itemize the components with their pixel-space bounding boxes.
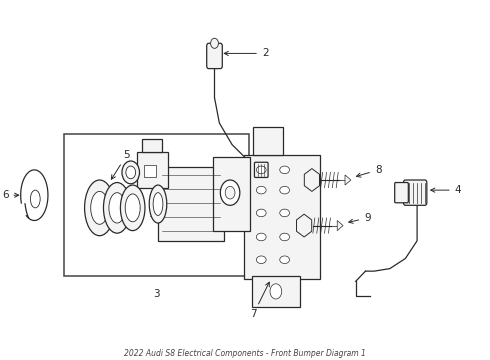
Ellipse shape [256, 256, 266, 264]
Ellipse shape [256, 209, 266, 217]
Ellipse shape [256, 186, 266, 194]
FancyBboxPatch shape [207, 43, 222, 69]
Ellipse shape [256, 233, 266, 241]
Ellipse shape [85, 180, 115, 236]
Ellipse shape [103, 183, 131, 233]
Ellipse shape [125, 194, 140, 222]
Ellipse shape [280, 166, 290, 174]
Text: 6: 6 [2, 190, 19, 200]
FancyBboxPatch shape [394, 183, 408, 203]
Polygon shape [345, 175, 351, 185]
FancyBboxPatch shape [253, 127, 283, 155]
Text: 4: 4 [431, 185, 461, 195]
Ellipse shape [149, 185, 167, 223]
Bar [244, 155, 319, 279]
FancyBboxPatch shape [251, 276, 300, 307]
Text: 1: 1 [149, 192, 155, 219]
Text: 2022 Audi S8 Electrical Components - Front Bumper Diagram 1: 2022 Audi S8 Electrical Components - Fro… [124, 349, 366, 358]
Ellipse shape [280, 233, 290, 241]
Text: 3: 3 [153, 289, 159, 299]
Text: 2: 2 [224, 48, 269, 58]
Text: 7: 7 [250, 282, 270, 319]
Text: 9: 9 [349, 213, 371, 223]
Circle shape [211, 38, 219, 48]
Text: 8: 8 [357, 165, 381, 177]
FancyBboxPatch shape [143, 139, 162, 152]
FancyBboxPatch shape [213, 157, 249, 231]
Ellipse shape [256, 166, 266, 174]
FancyBboxPatch shape [158, 167, 224, 241]
Circle shape [270, 284, 282, 299]
Bar [64, 134, 248, 276]
Ellipse shape [91, 192, 108, 224]
Circle shape [225, 186, 235, 199]
Ellipse shape [280, 186, 290, 194]
Ellipse shape [121, 185, 145, 231]
Circle shape [122, 161, 140, 184]
Bar [145, 165, 156, 177]
Text: 5: 5 [111, 150, 130, 179]
Ellipse shape [153, 193, 163, 215]
Polygon shape [296, 214, 312, 237]
FancyBboxPatch shape [403, 180, 427, 205]
Ellipse shape [280, 256, 290, 264]
Ellipse shape [109, 193, 125, 223]
Polygon shape [337, 221, 343, 231]
Polygon shape [304, 168, 319, 192]
FancyBboxPatch shape [254, 162, 268, 177]
Circle shape [220, 180, 240, 205]
FancyBboxPatch shape [137, 152, 168, 188]
Circle shape [126, 166, 136, 179]
Ellipse shape [280, 209, 290, 217]
